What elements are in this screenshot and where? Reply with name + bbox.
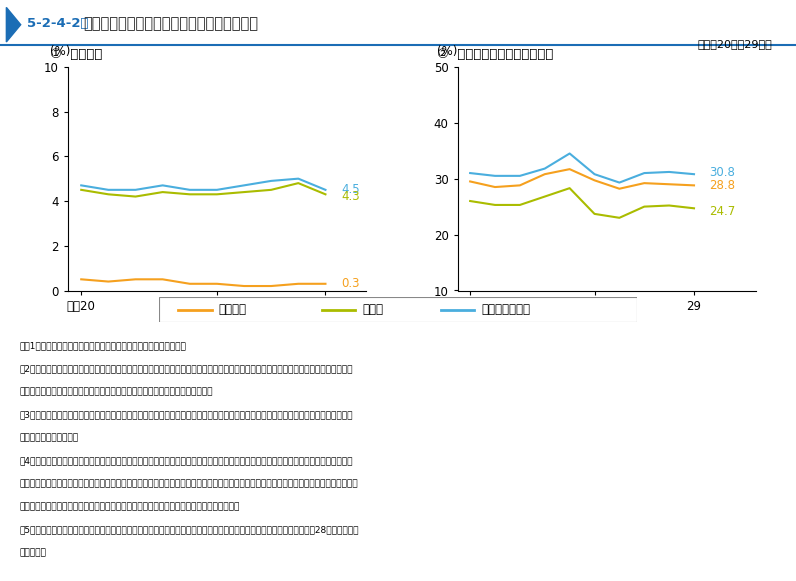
Text: 取消・再処分率: 取消・再処分率 bbox=[482, 303, 531, 316]
Text: その期間中に確定したものに限る。）を受けた者の人員の占める比率をいう。: その期間中に確定したものに限る。）を受けた者の人員の占める比率をいう。 bbox=[20, 388, 213, 396]
Text: 取消率: 取消率 bbox=[362, 303, 383, 316]
Text: 再処分率: 再処分率 bbox=[219, 303, 247, 316]
Text: 2　「再処分率」は，保護観察終了人員のうち，保護観察期間中に再犯により刑事処分（起訴猟予の処分を含む。刑事裁判については，: 2 「再処分率」は，保護観察終了人員のうち，保護観察期間中に再犯により刑事処分（… bbox=[20, 364, 353, 374]
Text: （平成20年～29年）: （平成20年～29年） bbox=[697, 40, 772, 49]
Polygon shape bbox=[6, 8, 21, 42]
Text: 3　「取消率」は，保護観察終了人員のうち，再犯又は遵守事項違反により仮釈放又は保護観察付全部執行猟予を取り消された者の人員: 3 「取消率」は，保護観察終了人員のうち，再犯又は遵守事項違反により仮釈放又は保… bbox=[20, 410, 353, 419]
Text: 5-2-4-2図: 5-2-4-2図 bbox=[27, 17, 88, 30]
Text: 保護観察終了者の再処分率・取消率等の推移: 保護観察終了者の再処分率・取消率等の推移 bbox=[84, 16, 259, 31]
Text: 5　「仮釈放者」のうち一部執行猟予の実刑部分について仮釈放となった者は，刑の一部執行猟予制度が開始された平成28年から計上し: 5 「仮釈放者」のうち一部執行猟予の実刑部分について仮釈放となった者は，刑の一部… bbox=[20, 525, 359, 534]
Text: 30.8: 30.8 bbox=[709, 166, 735, 179]
Text: 消され，又は保護観察期間中に再犯により刑事処分（起訴猟予の処分を含む。刑事裁判については，その期間中に確定したものに限る。）: 消され，又は保護観察期間中に再犯により刑事処分（起訴猟予の処分を含む。刑事裁判に… bbox=[20, 479, 358, 488]
Text: ①  仮釈放者: ① 仮釈放者 bbox=[50, 48, 102, 62]
Text: 4.5: 4.5 bbox=[341, 184, 361, 196]
Text: の占める比率をいう。: の占める比率をいう。 bbox=[20, 433, 79, 442]
Text: 0.3: 0.3 bbox=[341, 277, 361, 290]
Text: (%): (%) bbox=[50, 45, 70, 58]
Text: ②  保護観察付全部執行猟予者: ② 保護観察付全部執行猟予者 bbox=[437, 48, 553, 62]
Text: (%): (%) bbox=[437, 45, 457, 58]
Text: ている。: ている。 bbox=[20, 548, 47, 557]
Text: 28.8: 28.8 bbox=[709, 179, 735, 192]
Text: 24.7: 24.7 bbox=[709, 205, 736, 218]
Text: 注　1　保護統計年報及び法務省大臣官房司法法制部の資料による。: 注 1 保護統計年報及び法務省大臣官房司法法制部の資料による。 bbox=[20, 342, 186, 350]
Text: 4.3: 4.3 bbox=[341, 191, 361, 203]
Text: を受けた者の人員（双方に該当する者は１人として計上される。）の占める比率をいう。: を受けた者の人員（双方に該当する者は１人として計上される。）の占める比率をいう。 bbox=[20, 502, 240, 511]
Text: 4　「取消・再処分率」は，保護観察終了人員のうち，再犯若しくは遵守事項違反により仮釈放若しくは保護観察付全部執行猟予を取り: 4 「取消・再処分率」は，保護観察終了人員のうち，再犯若しくは遵守事項違反により… bbox=[20, 456, 353, 465]
